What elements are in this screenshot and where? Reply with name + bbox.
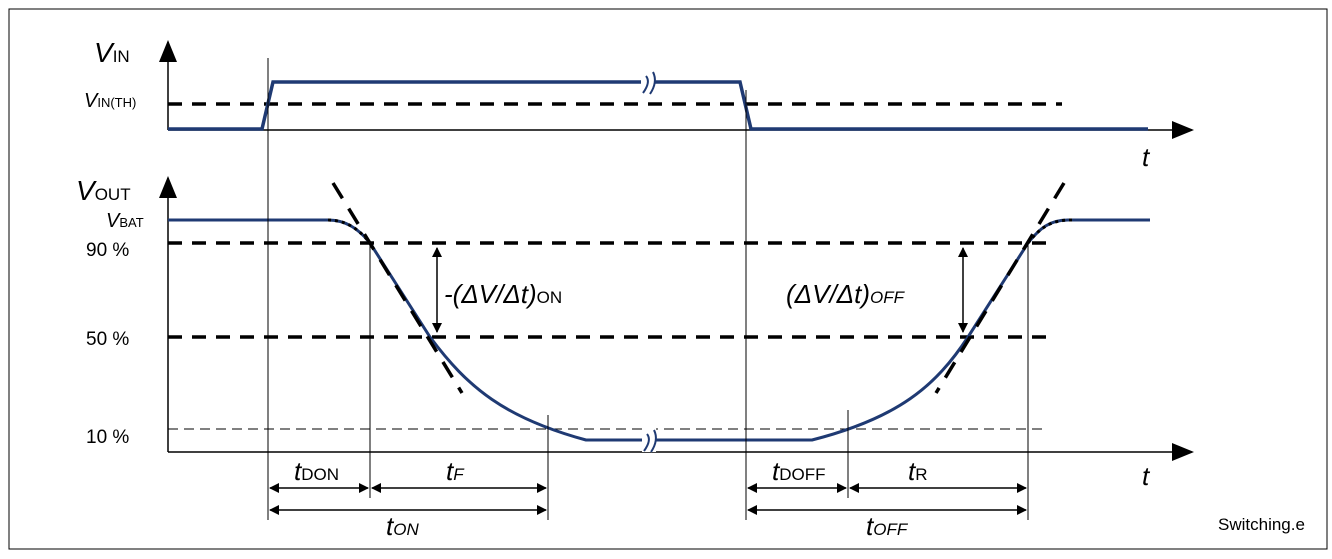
- level-10-label: 10 %: [86, 427, 129, 448]
- t-doff-label: tDOFF: [772, 456, 826, 486]
- level-50-label: 50 %: [86, 329, 129, 350]
- level-90-label: 90 %: [86, 240, 129, 261]
- rise-slope-tangent: [934, 182, 1066, 394]
- filename-label: Switching.e: [1218, 515, 1305, 534]
- t-f-label: tF: [446, 456, 465, 486]
- vbat-label: VBAT: [106, 210, 144, 232]
- vin-axis-label: VIN: [94, 37, 130, 68]
- vout-time-label: t: [1142, 461, 1151, 491]
- t-off-label: tOFF: [866, 511, 909, 541]
- vin-threshold-label: VIN(TH): [84, 90, 136, 112]
- vin-signal-high: [168, 80, 646, 131]
- vout-signal-rising: [654, 218, 1150, 442]
- t-r-label: tR: [908, 456, 928, 486]
- slope-off-label: (ΔV/Δt)OFF: [786, 279, 906, 309]
- vout-axis-label: VOUT: [76, 175, 131, 206]
- t-don-label: tDON: [294, 456, 339, 486]
- rise-corner-dotted: [1026, 218, 1073, 244]
- vout-axis-break-icon: [642, 428, 657, 453]
- vin-time-label: t: [1142, 142, 1151, 172]
- fall-corner-dotted: [327, 218, 372, 244]
- vin-axis-break-icon: [641, 70, 656, 95]
- frame-border: [8, 8, 1328, 550]
- t-on-label: tON: [386, 511, 419, 541]
- vout-signal-falling: [168, 218, 646, 442]
- fall-slope-tangent: [331, 182, 464, 394]
- slope-on-label: -(ΔV/Δt)ON: [444, 279, 562, 309]
